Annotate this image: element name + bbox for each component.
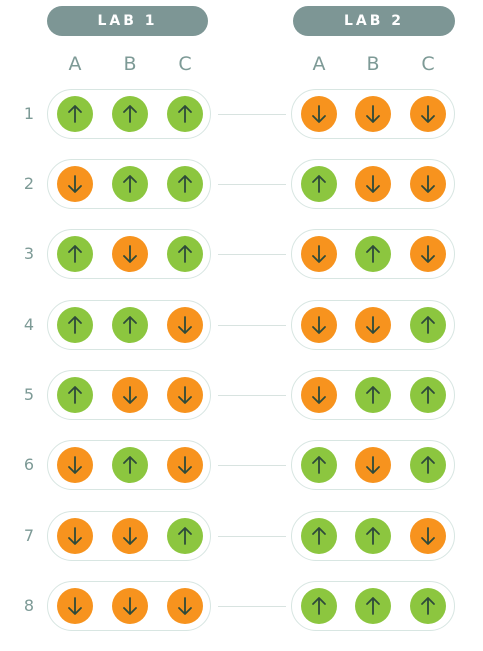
arrow-up-icon [167,166,203,202]
lab1-header: LAB 1 [47,6,208,36]
arrow-down-icon [410,96,446,132]
row-connector-line [218,465,286,466]
arrow-down-icon [167,377,203,413]
arrow-down-icon [112,236,148,272]
arrow-up-icon [410,377,446,413]
row-connector-line [218,184,286,185]
arrow-up-icon [355,518,391,554]
arrow-up-icon [112,307,148,343]
arrow-up-icon [355,377,391,413]
lab2-column-label-b: B [366,53,380,75]
arrow-up-icon [301,588,337,624]
arrow-up-icon [57,96,93,132]
arrow-up-icon [410,447,446,483]
lab1-column-label-b: B [123,53,137,75]
row-number: 4 [23,315,35,334]
arrow-down-icon [167,307,203,343]
row-connector-line [218,325,286,326]
arrow-down-icon [57,518,93,554]
arrow-down-icon [355,307,391,343]
arrow-down-icon [355,166,391,202]
arrow-up-icon [112,166,148,202]
row-connector-line [218,395,286,396]
arrow-up-icon [57,377,93,413]
arrow-down-icon [410,518,446,554]
lab2-column-label-c: C [421,53,435,75]
arrow-down-icon [112,588,148,624]
arrow-down-icon [410,166,446,202]
row-number: 1 [23,104,35,123]
arrow-down-icon [301,96,337,132]
arrow-down-icon [112,518,148,554]
lab1-column-label-a: A [68,53,82,75]
arrow-up-icon [167,236,203,272]
arrow-down-icon [410,236,446,272]
arrow-down-icon [355,96,391,132]
row-connector-line [218,536,286,537]
arrow-up-icon [355,236,391,272]
lab1-column-label-c: C [178,53,192,75]
arrow-up-icon [57,236,93,272]
arrow-up-icon [112,96,148,132]
row-number: 2 [23,174,35,193]
arrow-down-icon [301,377,337,413]
row-number: 8 [23,596,35,615]
row-number: 7 [23,526,35,545]
arrow-up-icon [410,588,446,624]
lab2-column-label-a: A [312,53,326,75]
row-connector-line [218,606,286,607]
arrow-down-icon [57,166,93,202]
arrow-up-icon [301,518,337,554]
arrow-down-icon [167,588,203,624]
arrow-up-icon [301,447,337,483]
arrow-down-icon [301,307,337,343]
arrow-down-icon [355,447,391,483]
row-number: 5 [23,385,35,404]
arrow-up-icon [167,518,203,554]
row-number: 3 [23,244,35,263]
arrow-up-icon [301,166,337,202]
arrow-up-icon [112,447,148,483]
arrow-down-icon [301,236,337,272]
row-connector-line [218,254,286,255]
arrow-down-icon [167,447,203,483]
row-connector-line [218,114,286,115]
arrow-up-icon [57,307,93,343]
arrow-up-icon [410,307,446,343]
arrow-down-icon [57,588,93,624]
arrow-down-icon [112,377,148,413]
lab2-header: LAB 2 [293,6,455,36]
arrow-up-icon [167,96,203,132]
arrow-up-icon [355,588,391,624]
row-number: 6 [23,455,35,474]
arrow-down-icon [57,447,93,483]
